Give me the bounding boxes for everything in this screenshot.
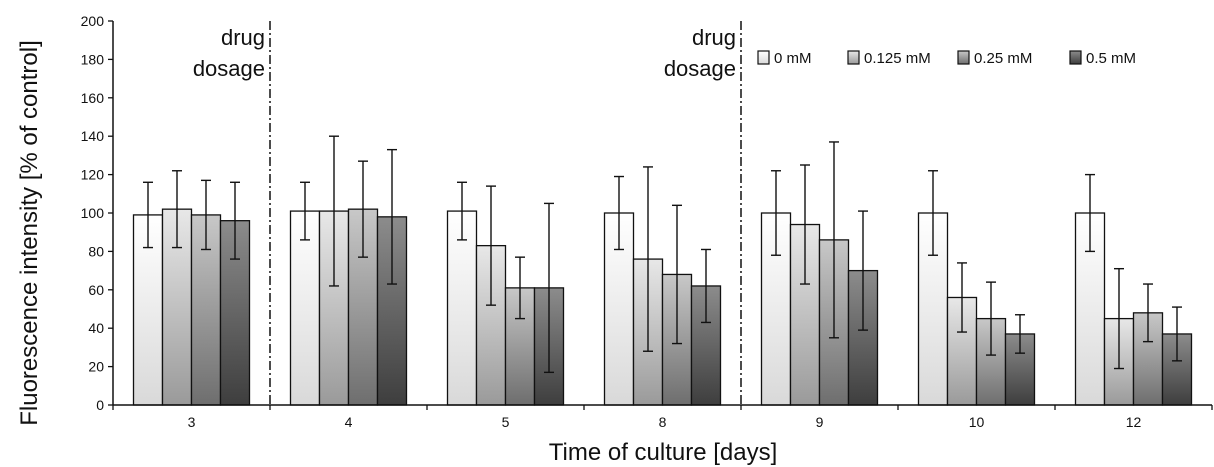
y-tick-label: 80 — [88, 243, 104, 259]
drug-dosage-annotation: drug dosage — [193, 21, 271, 405]
error-bar-0.5mM-day10 — [1015, 314, 1025, 354]
x-tick-label: 5 — [502, 414, 510, 430]
legend-item-0.5mM: 0.5 mM — [1069, 50, 1136, 67]
annotation-line2: dosage — [664, 56, 736, 81]
error-bar-0.125mM-day3 — [172, 170, 182, 249]
error-bar-0.25mM-day12 — [1143, 283, 1153, 343]
error-bar-0mM-day10 — [928, 170, 938, 256]
y-tick-label: 120 — [81, 167, 105, 183]
error-bar-0.25mM-day5 — [515, 256, 525, 320]
x-axis-label: Time of culture [days] — [549, 439, 778, 466]
bar-0mM-day9 — [760, 212, 792, 406]
legend-swatch — [957, 50, 970, 65]
error-bar-0mM-day8 — [614, 175, 624, 251]
error-bar-0.125mM-day4 — [329, 135, 339, 287]
legend-swatch — [847, 50, 860, 65]
drug-dosage-annotation: drug dosage — [664, 21, 742, 405]
x-tick-label: 3 — [188, 414, 196, 430]
axes-layer: 0 20 40 60 80 100 120 140 160 180 200 3 4 5 8 9 10 12 — [81, 13, 1213, 430]
error-bar-0.25mM-day4 — [358, 160, 368, 258]
error-bar-0mM-day12 — [1085, 173, 1095, 253]
legend-swatch — [757, 50, 770, 65]
error-bar-0.125mM-day5 — [486, 185, 496, 306]
annotation-line2: dosage — [193, 56, 265, 81]
legend-label: 0.125 mM — [864, 50, 931, 67]
legend-item-0mM: 0 mM — [757, 50, 812, 67]
legend-item-0.125mM: 0.125 mM — [847, 50, 931, 67]
y-axis-label: Fluorescence intensity [% of control] — [16, 40, 43, 426]
error-bar-0.5mM-day9 — [858, 210, 868, 331]
legend-label: 0.5 mM — [1086, 50, 1136, 67]
error-bar-0.5mM-day4 — [387, 148, 397, 285]
annotation-layer: drug dosage drug dosage — [193, 21, 742, 405]
x-tick-label: 4 — [345, 414, 353, 430]
error-bar-0mM-day4 — [300, 181, 310, 241]
y-tick-label: 0 — [96, 397, 104, 413]
y-tick-label: 40 — [88, 320, 104, 336]
x-tick-label: 12 — [1126, 414, 1142, 430]
error-bar-0mM-day3 — [143, 181, 153, 249]
y-tick-label: 60 — [88, 282, 104, 298]
error-bar-0.5mM-day12 — [1172, 306, 1182, 362]
error-bar-0.125mM-day9 — [800, 164, 810, 285]
y-tick-label: 200 — [81, 13, 105, 29]
error-bar-0.25mM-day10 — [986, 281, 996, 356]
x-tick-label: 9 — [816, 414, 824, 430]
y-tick-label: 140 — [81, 128, 105, 144]
y-tick-label: 160 — [81, 90, 105, 106]
error-bar-0.25mM-day9 — [829, 141, 839, 339]
legend-label: 0.25 mM — [974, 50, 1032, 67]
bar-0.5mM-day3 — [219, 220, 251, 406]
error-bar-0.125mM-day8 — [643, 166, 653, 352]
legend-item-0.25mM: 0.25 mM — [957, 50, 1032, 67]
error-bar-0.125mM-day10 — [957, 262, 967, 333]
y-tick-label: 20 — [88, 359, 104, 375]
error-bar-0mM-day9 — [771, 170, 781, 256]
error-bar-0mM-day5 — [457, 181, 467, 241]
annotation-line1: drug — [221, 25, 265, 50]
error-bar-0.125mM-day12 — [1114, 267, 1124, 370]
annotation-line1: drug — [692, 25, 736, 50]
legend-swatch — [1069, 50, 1082, 65]
y-tick-label: 180 — [81, 51, 105, 67]
error-bars-layer — [143, 135, 1182, 374]
x-tick-label: 8 — [659, 414, 667, 430]
error-bar-0.5mM-day8 — [701, 248, 711, 324]
error-bar-0.5mM-day5 — [544, 202, 554, 374]
bars-layer — [132, 208, 1193, 406]
error-bar-0.25mM-day3 — [201, 179, 211, 251]
x-tick-label: 10 — [969, 414, 985, 430]
legend-label: 0 mM — [774, 50, 812, 67]
legend: 0 mM 0.125 mM 0.25 mM 0.5 mM — [757, 50, 1136, 67]
error-bar-0.5mM-day3 — [230, 181, 240, 260]
y-tick-label: 100 — [81, 205, 105, 221]
error-bar-0.25mM-day8 — [672, 204, 682, 345]
